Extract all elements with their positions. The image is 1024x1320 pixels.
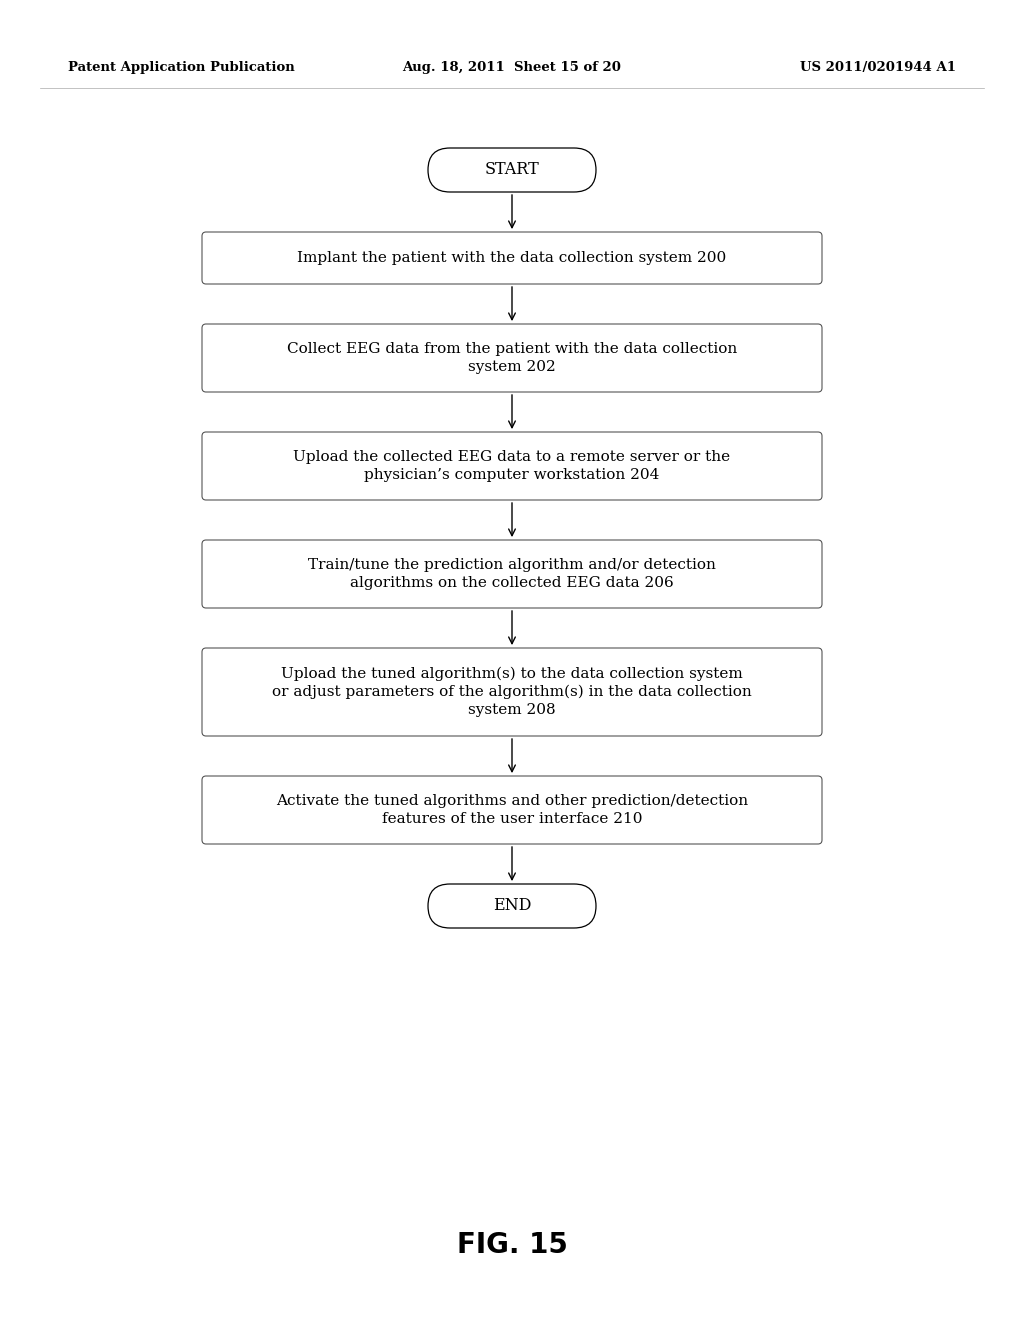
Text: system 202: system 202	[468, 360, 556, 374]
Text: Patent Application Publication: Patent Application Publication	[68, 62, 295, 74]
Text: Implant the patient with the data collection system 200: Implant the patient with the data collec…	[297, 251, 727, 265]
Text: features of the user interface 210: features of the user interface 210	[382, 812, 642, 826]
Text: Activate the tuned algorithms and other prediction/detection: Activate the tuned algorithms and other …	[275, 795, 749, 808]
FancyBboxPatch shape	[202, 648, 822, 737]
Text: Aug. 18, 2011  Sheet 15 of 20: Aug. 18, 2011 Sheet 15 of 20	[402, 62, 622, 74]
Text: physician’s computer workstation 204: physician’s computer workstation 204	[365, 469, 659, 482]
Text: Collect EEG data from the patient with the data collection: Collect EEG data from the patient with t…	[287, 342, 737, 356]
Text: Upload the collected EEG data to a remote server or the: Upload the collected EEG data to a remot…	[294, 450, 730, 465]
FancyBboxPatch shape	[202, 776, 822, 843]
Text: Upload the tuned algorithm(s) to the data collection system: Upload the tuned algorithm(s) to the dat…	[282, 667, 742, 681]
FancyBboxPatch shape	[202, 540, 822, 609]
Text: or adjust parameters of the algorithm(s) in the data collection: or adjust parameters of the algorithm(s)…	[272, 685, 752, 700]
FancyBboxPatch shape	[202, 323, 822, 392]
Text: START: START	[484, 161, 540, 178]
FancyBboxPatch shape	[202, 232, 822, 284]
Text: Train/tune the prediction algorithm and/or detection: Train/tune the prediction algorithm and/…	[308, 558, 716, 572]
Text: algorithms on the collected EEG data 206: algorithms on the collected EEG data 206	[350, 576, 674, 590]
FancyBboxPatch shape	[202, 432, 822, 500]
FancyBboxPatch shape	[428, 148, 596, 191]
Text: FIG. 15: FIG. 15	[457, 1232, 567, 1259]
FancyBboxPatch shape	[428, 884, 596, 928]
Text: system 208: system 208	[468, 704, 556, 717]
Text: END: END	[493, 898, 531, 915]
Text: US 2011/0201944 A1: US 2011/0201944 A1	[800, 62, 956, 74]
